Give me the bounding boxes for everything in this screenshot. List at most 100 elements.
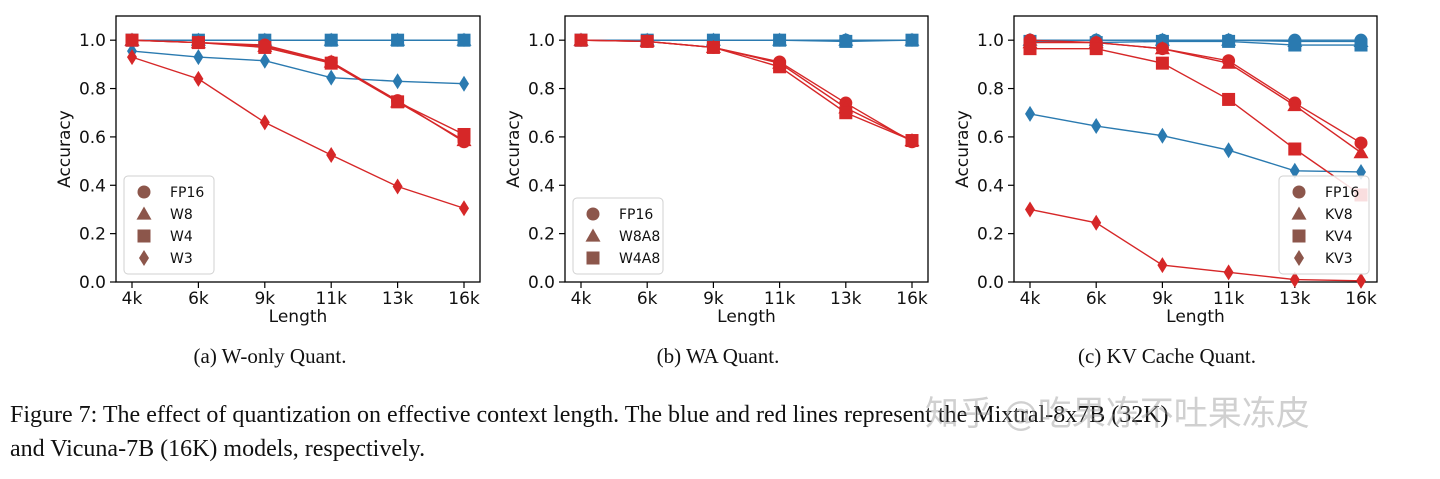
legend-marker-triangle — [136, 206, 152, 220]
y-tick-label: 0.4 — [528, 176, 555, 196]
y-tick-label: 0.6 — [977, 128, 1004, 148]
x-tick-label: 4k — [571, 289, 592, 309]
x-tick-label: 11k — [1213, 289, 1245, 309]
series-line-blue-diamond — [1029, 113, 1362, 173]
legend-label: W8 — [170, 207, 193, 223]
figure-caption-line-1: Figure 7: The effect of quantization on … — [10, 402, 1169, 428]
data-point-red-diamond — [1025, 201, 1035, 218]
data-point-blue-square — [457, 33, 471, 47]
legend-marker-square — [137, 229, 151, 243]
x-tick-label: 11k — [315, 289, 347, 309]
y-tick-label: 0.6 — [79, 128, 106, 148]
plot-frame — [115, 15, 481, 283]
y-tick-label: 0.8 — [79, 80, 106, 100]
data-point-blue-diamond — [1289, 162, 1300, 179]
legend-marker-square — [1292, 229, 1306, 243]
x-tick-label: 11k — [764, 289, 796, 309]
x-tick-label: 6k — [1086, 289, 1107, 309]
data-point-red-square — [773, 60, 787, 74]
legend-box — [123, 175, 215, 275]
y-tick-label: 0.6 — [528, 128, 555, 148]
legend-label: W4A8 — [619, 251, 660, 267]
data-point-red-diamond — [326, 147, 337, 164]
data-point-red-square — [706, 40, 720, 54]
legend-marker-diamond — [1294, 250, 1304, 266]
legend-label: KV3 — [1325, 251, 1353, 267]
legend-box — [1278, 175, 1370, 275]
data-point-blue-diamond — [259, 52, 270, 69]
data-point-blue-square — [839, 34, 853, 48]
x-tick-label: 4k — [1020, 289, 1041, 309]
data-point-blue-diamond — [326, 69, 337, 86]
data-point-red-square — [839, 106, 853, 120]
legend-label: FP16 — [1325, 185, 1359, 201]
data-point-red-diamond — [1356, 272, 1366, 289]
x-tick-label: 16k — [448, 289, 480, 309]
series-line-red-square — [131, 39, 465, 136]
data-point-red-diamond — [259, 114, 270, 131]
chart-panel-2: 0.0 0.2 0.4 0.6 0.8 1.0 4k 6k 9k 11k 13k 16k Length A… — [504, 15, 929, 327]
series-line-blue-diamond — [131, 50, 465, 85]
x-axis-label: Length — [1166, 307, 1225, 327]
data-point-blue-diamond — [1091, 118, 1102, 135]
plot-frame — [564, 15, 929, 283]
series-line-red-triangle — [580, 39, 913, 142]
y-tick-label: 1.0 — [977, 31, 1004, 51]
subcaption-c: (c) KV Cache Quant. — [1077, 344, 1257, 368]
charts-figure: 0.0 0.2 0.4 0.6 0.8 1.0 4k 6k 9k 11k 13k 16k Length A… — [55, 15, 1378, 327]
data-point-red-diamond — [392, 178, 403, 195]
data-point-blue-square — [391, 33, 405, 47]
y-tick-label: 0.4 — [977, 176, 1004, 196]
x-tick-label: 4k — [122, 289, 143, 309]
x-tick-label: 6k — [188, 289, 209, 309]
data-point-red-square — [640, 34, 654, 48]
data-point-red-diamond — [1223, 264, 1234, 281]
y-tick-label: 0.2 — [79, 225, 106, 245]
data-point-blue-diamond — [459, 75, 469, 92]
series-line-red-diamond — [1029, 208, 1362, 282]
data-point-red-square — [1089, 42, 1103, 56]
series-line-red-square — [1030, 47, 1362, 196]
data-point-red-diamond — [1157, 257, 1168, 274]
x-tick-label: 6k — [637, 289, 658, 309]
x-tick-label: 16k — [1345, 289, 1377, 309]
data-point-red-square — [125, 33, 139, 47]
figure-caption: Figure 7: The effect of quantization on … — [10, 398, 1435, 466]
data-point-blue-square — [1354, 38, 1368, 52]
legend-marker-circle — [137, 185, 151, 199]
legend-marker-circle — [1292, 185, 1306, 199]
y-tick-label: 0.0 — [528, 273, 555, 293]
y-tick-label: 0.2 — [977, 225, 1004, 245]
series-line-red-triangle — [1030, 41, 1362, 154]
data-point-red-triangle — [1287, 97, 1303, 112]
data-point-blue-diamond — [1157, 127, 1168, 144]
x-tick-label: 16k — [896, 289, 928, 309]
subcaption-a: (a) W-only Quant. — [193, 344, 347, 368]
chart-panel-3: 0.0 0.2 0.4 0.6 0.8 1.0 4k 6k 9k 11k 13k 16k Length A… — [953, 15, 1378, 327]
data-point-red-square — [1155, 56, 1169, 70]
series-line-red-square — [580, 39, 913, 142]
data-point-red-square — [391, 95, 405, 109]
x-tick-label: 13k — [382, 289, 414, 309]
legend-label: KV4 — [1325, 229, 1353, 245]
data-point-blue-diamond — [1223, 142, 1234, 159]
x-tick-label: 9k — [703, 289, 724, 309]
data-point-red-triangle — [1154, 41, 1170, 55]
legend-label: W3 — [170, 251, 193, 267]
data-point-red-square — [457, 127, 471, 141]
y-tick-label: 0.0 — [79, 273, 106, 293]
plot-frame — [1013, 15, 1378, 283]
legend-label: FP16 — [170, 185, 204, 201]
y-tick-label: 0.2 — [528, 225, 555, 245]
legend-marker-square — [586, 251, 600, 265]
series-line-red-diamond — [131, 56, 465, 209]
data-point-red-square — [574, 33, 588, 47]
data-point-red-diamond — [127, 49, 137, 66]
x-tick-label: 13k — [1279, 289, 1311, 309]
legend-marker-diamond — [139, 250, 149, 266]
legend: FP16 W8 W4 W3 — [123, 175, 215, 275]
data-point-red-diamond — [193, 70, 204, 87]
x-tick-label: 13k — [830, 289, 862, 309]
data-point-red-triangle — [1221, 55, 1237, 69]
y-tick-label: 0.0 — [977, 273, 1004, 293]
